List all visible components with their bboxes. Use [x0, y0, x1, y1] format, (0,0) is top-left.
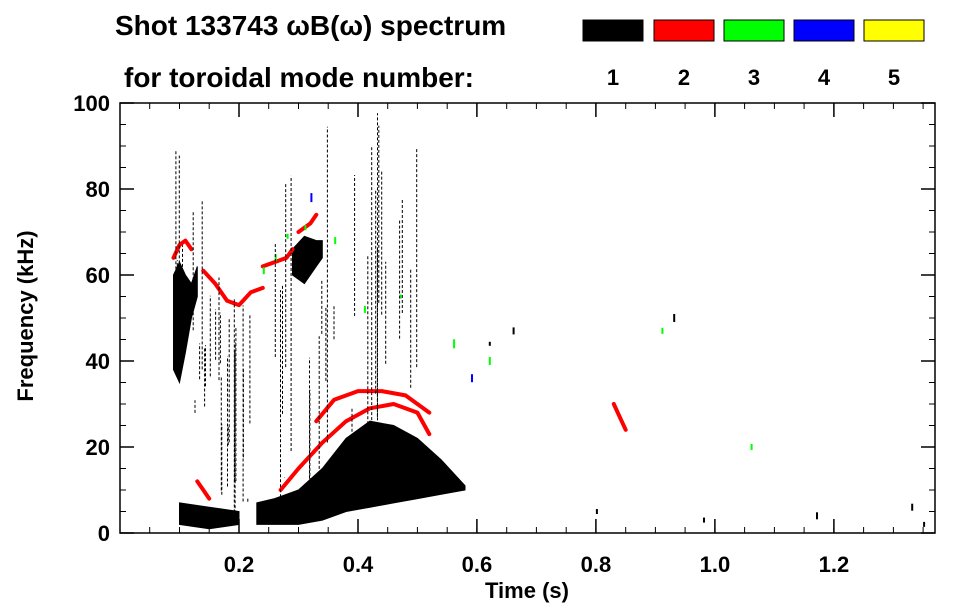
y-tick-label: 80	[86, 177, 110, 202]
mode-4-point	[471, 374, 473, 383]
y-tick-label: 0	[98, 521, 110, 546]
mode-3-point	[262, 267, 265, 275]
mode-1-band-1	[256, 420, 466, 525]
mode-3-point	[286, 233, 289, 239]
mode-1-point	[816, 512, 818, 520]
mode-4-point	[310, 193, 313, 203]
y-tick-label: 60	[86, 263, 110, 288]
mode-1-point	[488, 341, 491, 346]
mode-1-point	[911, 503, 914, 511]
mode-2-line-5	[260, 247, 295, 269]
mode-1-point	[595, 509, 598, 514]
mode-2-line-9	[171, 238, 194, 260]
mode-3-point	[274, 254, 277, 262]
x-tick-label: 0.4	[343, 552, 374, 577]
x-axis-label: Time (s)	[485, 578, 569, 603]
chart-title: Shot 133743 ωB(ω) spectrum for toroidal …	[115, 10, 506, 93]
mode-3-point	[363, 305, 366, 313]
mode-1-point	[703, 517, 705, 523]
mode-3-point	[334, 237, 337, 245]
legend-label-mode-2: 2	[678, 65, 690, 90]
x-tick-label: 0.2	[224, 552, 255, 577]
mode-2-line-4	[201, 268, 265, 308]
mode-3-point	[661, 327, 664, 334]
mode-3-point	[750, 444, 753, 450]
x-tick-label: 1.0	[700, 552, 731, 577]
mode-1-band-2	[292, 235, 323, 285]
mode-3-point	[399, 294, 402, 299]
y-tick-label: 20	[86, 435, 110, 460]
mode-3-point	[304, 225, 307, 231]
mode-2-line-11	[195, 479, 212, 501]
mode-3-point	[453, 339, 456, 349]
title-line-2: for toroidal mode number:	[124, 62, 474, 93]
legend-swatch-mode-4	[793, 19, 855, 42]
mode-1-band-3	[179, 502, 240, 530]
mode-3-point	[488, 357, 491, 365]
legend-swatch-mode-1	[582, 19, 644, 42]
plot-area	[171, 113, 926, 530]
x-tick-label: 0.6	[462, 552, 493, 577]
mode-2-line-6	[296, 212, 319, 234]
y-tick-label: 40	[86, 349, 110, 374]
x-tick-label: 1.2	[819, 552, 850, 577]
mode-1-point	[512, 327, 515, 335]
x-tick-label: 0.8	[581, 552, 612, 577]
legend: 1 2 3 4 5	[582, 19, 925, 90]
mode-2-line-8	[314, 389, 432, 424]
legend-label-mode-5: 5	[888, 65, 900, 90]
y-axis-label: Frequency (kHz)	[13, 230, 38, 401]
legend-swatch-mode-2	[653, 19, 715, 42]
title-line-1: Shot 133743 ωB(ω) spectrum	[115, 10, 506, 41]
axes: 0.2 0.4 0.6 0.8 1.0 1.2 0 20 40 60 80 100	[73, 91, 936, 577]
legend-label-mode-4: 4	[818, 65, 831, 90]
legend-swatch-mode-3	[723, 19, 785, 42]
mode-2-line-7	[278, 402, 432, 492]
legend-label-mode-1: 1	[607, 65, 619, 90]
mode-1-point	[923, 521, 926, 527]
legend-label-mode-3: 3	[748, 65, 760, 90]
mode-2-line-10	[611, 402, 628, 432]
y-tick-label: 100	[73, 91, 110, 116]
legend-swatch-mode-5	[863, 19, 925, 42]
mode-1-point	[673, 314, 676, 322]
plot-frame	[119, 102, 936, 534]
